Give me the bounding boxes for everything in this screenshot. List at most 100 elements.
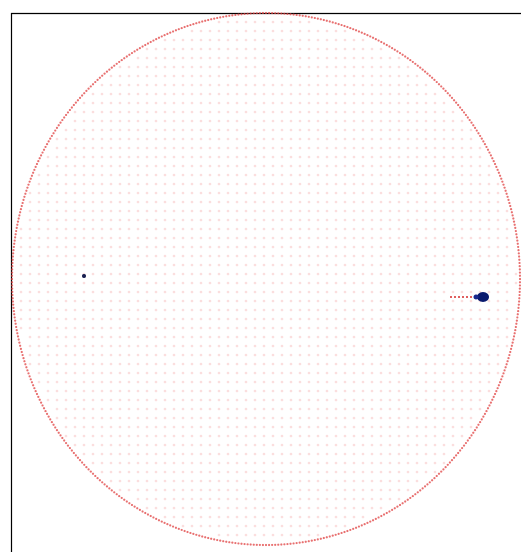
faint-dot (325, 101, 329, 105)
rim-dot (72, 451, 75, 455)
faint-dot (316, 308, 320, 312)
faint-dot (100, 317, 104, 321)
faint-dot (235, 524, 239, 528)
faint-dot (199, 29, 203, 33)
faint-dot (361, 398, 365, 402)
faint-dot (136, 128, 140, 132)
faint-dot (406, 326, 410, 330)
faint-dot (316, 380, 320, 384)
rim-dot (225, 15, 228, 18)
faint-dot (226, 218, 230, 222)
faint-dot (334, 209, 338, 213)
faint-dot (415, 146, 419, 150)
faint-dot (478, 227, 482, 231)
faint-dot (172, 101, 176, 105)
rim-dot (509, 350, 512, 354)
faint-dot (334, 74, 338, 78)
faint-dot (235, 74, 239, 78)
faint-dot (496, 317, 500, 321)
faint-dot (289, 317, 293, 321)
faint-dot (298, 182, 302, 186)
faint-dot (361, 164, 365, 168)
rim-dot (492, 395, 495, 398)
rim-dot (12, 306, 15, 309)
rim-dot (177, 527, 180, 530)
faint-dot (208, 353, 212, 357)
faint-dot (181, 146, 185, 150)
rim-dot (426, 72, 429, 75)
faint-dot (397, 353, 401, 357)
faint-dot (280, 371, 284, 375)
faint-dot (307, 416, 311, 420)
faint-dot (73, 155, 77, 159)
faint-dot (388, 290, 392, 294)
faint-dot (19, 326, 23, 330)
faint-dot (91, 110, 95, 114)
faint-dot (343, 416, 347, 420)
faint-dot (154, 488, 158, 492)
faint-dot (433, 416, 437, 420)
faint-dot (136, 56, 140, 60)
faint-dot (262, 137, 266, 141)
rim-dot (507, 357, 510, 360)
faint-dot (181, 200, 185, 204)
faint-dot (82, 317, 86, 321)
faint-dot (325, 47, 329, 51)
faint-dot (190, 452, 194, 456)
faint-dot (352, 191, 356, 195)
rim-dot (44, 409, 47, 413)
faint-dot (388, 272, 392, 276)
rim-dot (301, 541, 304, 544)
rim-dot (63, 439, 66, 442)
faint-dot (118, 254, 122, 258)
faint-dot (298, 155, 302, 159)
faint-dot (253, 200, 257, 204)
rim-dot (495, 165, 498, 169)
faint-dot (478, 200, 482, 204)
faint-dot (451, 299, 455, 303)
faint-dot (199, 443, 203, 447)
faint-dot (217, 533, 221, 537)
faint-dot (388, 353, 392, 357)
faint-dot (82, 164, 86, 168)
faint-dot (181, 272, 185, 276)
faint-dot (199, 227, 203, 231)
faint-dot (334, 191, 338, 195)
faint-dot (388, 119, 392, 123)
faint-dot (190, 245, 194, 249)
rim-dot (480, 137, 483, 140)
faint-dot (460, 380, 464, 384)
faint-dot (181, 182, 185, 186)
rim-dot (337, 532, 340, 535)
faint-dot (172, 263, 176, 267)
faint-dot (226, 146, 230, 150)
rim-dot (74, 101, 77, 104)
faint-dot (190, 389, 194, 393)
faint-dot (181, 128, 185, 132)
faint-dot (505, 326, 509, 330)
faint-dot (433, 308, 437, 312)
faint-dot (163, 218, 167, 222)
faint-dot (262, 434, 266, 438)
faint-dot (370, 227, 374, 231)
faint-dot (478, 407, 482, 411)
faint-dot (181, 389, 185, 393)
faint-dot (91, 443, 95, 447)
faint-dot (280, 218, 284, 222)
faint-dot (406, 461, 410, 465)
faint-dot (136, 236, 140, 240)
rim-dot (512, 217, 515, 220)
faint-dot (190, 380, 194, 384)
faint-dot (478, 218, 482, 222)
rim-dot (78, 96, 82, 99)
faint-dot (442, 137, 446, 141)
faint-dot (370, 146, 374, 150)
faint-dot (343, 281, 347, 285)
faint-dot (244, 164, 248, 168)
faint-dot (136, 443, 140, 447)
faint-dot (469, 173, 473, 177)
faint-dot (289, 155, 293, 159)
faint-dot (145, 281, 149, 285)
faint-dot (352, 299, 356, 303)
faint-dot (235, 209, 239, 213)
